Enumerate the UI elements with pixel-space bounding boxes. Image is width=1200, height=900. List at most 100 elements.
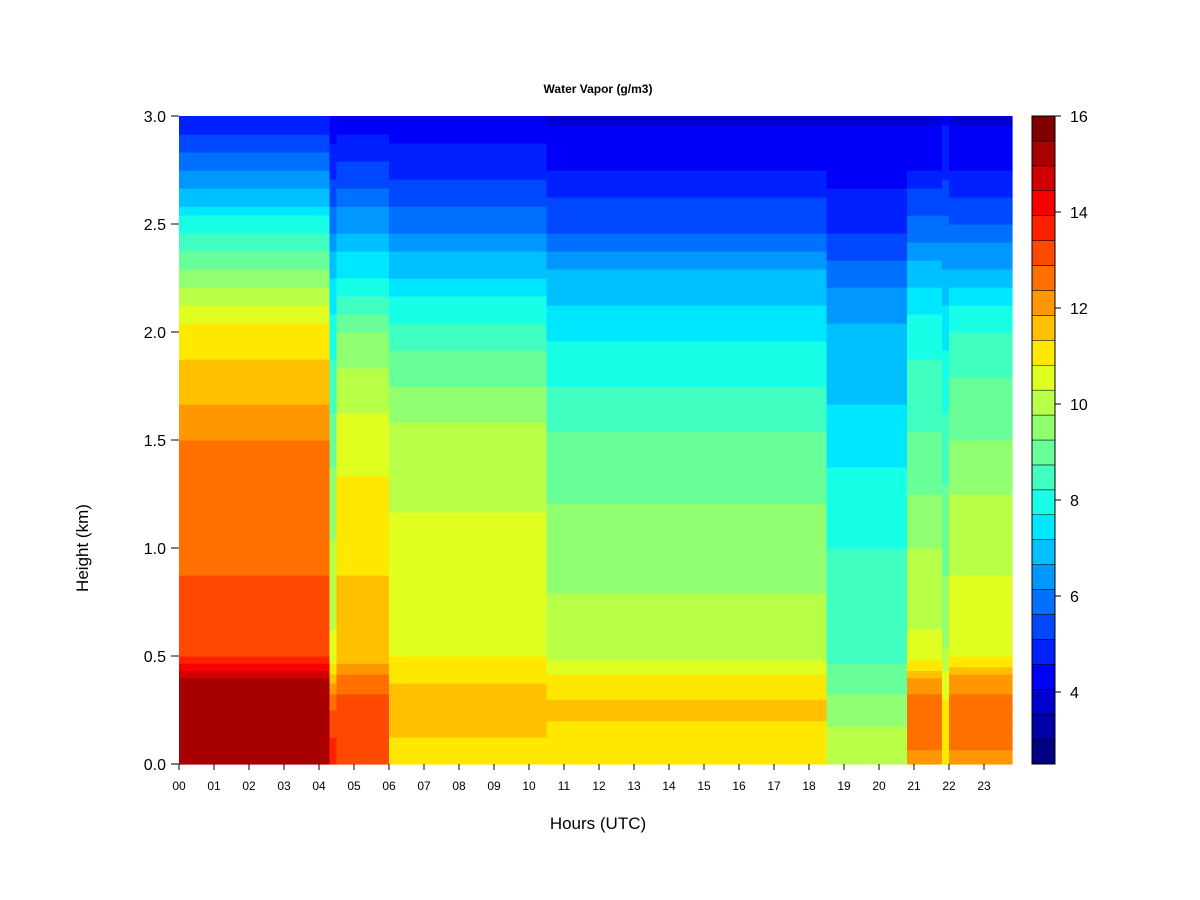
heatmap-cell	[389, 323, 548, 333]
heatmap-cell	[329, 125, 338, 135]
heatmap-cell	[826, 323, 908, 333]
heatmap-cell	[949, 566, 1013, 576]
heatmap-cell	[179, 476, 331, 486]
heatmap-cell	[826, 710, 908, 716]
heatmap-cell	[179, 677, 331, 684]
heatmap-cell	[546, 161, 828, 171]
heatmap-cell	[826, 674, 908, 679]
heatmap-cell	[179, 666, 331, 671]
heatmap-cell	[949, 449, 1013, 459]
heatmap-cell	[329, 756, 338, 761]
heatmap-cell	[942, 674, 950, 679]
heatmap-cell	[907, 197, 943, 207]
heatmap-cell	[907, 656, 943, 661]
x-tick-label: 12	[592, 779, 606, 793]
heatmap-cell	[336, 683, 390, 689]
heatmap-cell	[907, 188, 943, 198]
heatmap-cell	[179, 720, 331, 727]
heatmap-cell	[179, 431, 331, 441]
heatmap-cell	[336, 467, 390, 477]
heatmap-cell	[546, 575, 828, 585]
x-tick-label: 00	[172, 779, 186, 793]
heatmap-cell	[826, 756, 908, 761]
heatmap-cell	[389, 449, 548, 459]
heatmap-cell	[826, 746, 908, 751]
heatmap-cell	[826, 485, 908, 495]
heatmap-cell	[949, 710, 1013, 716]
heatmap-cell	[389, 753, 548, 758]
heatmap-cell	[907, 760, 943, 765]
heatmap-cell	[907, 287, 943, 297]
heatmap-cell	[389, 548, 548, 558]
heatmap-cell	[336, 566, 390, 576]
heatmap-cell	[329, 449, 338, 459]
heatmap-cell	[336, 341, 390, 351]
heatmap-cell	[826, 503, 908, 513]
heatmap-cell	[389, 476, 548, 486]
colorbar-segment	[1031, 514, 1056, 540]
heatmap-cell	[949, 485, 1013, 495]
heatmap-cell	[942, 494, 950, 504]
x-tick-label: 05	[347, 779, 361, 793]
heatmap-cell	[179, 704, 331, 711]
heatmap-cell	[546, 659, 828, 664]
heatmap-cell	[329, 760, 338, 765]
heatmap-cell	[329, 431, 338, 441]
heatmap-cell	[179, 143, 331, 153]
heatmap-cell	[826, 704, 908, 711]
heatmap-cell	[907, 530, 943, 540]
heatmap-cell	[907, 548, 943, 558]
heatmap-cell	[336, 395, 390, 405]
heatmap-cell	[329, 674, 338, 679]
heatmap-cell	[546, 125, 828, 135]
heatmap-cell	[942, 224, 950, 234]
heatmap-cell	[949, 431, 1013, 441]
colorbar-segment	[1031, 439, 1056, 466]
colorbar-tick-label: 4	[1070, 685, 1079, 702]
heatmap-cell	[179, 377, 331, 387]
heatmap-cell	[329, 134, 338, 144]
heatmap-cell	[949, 296, 1013, 306]
heatmap-cell	[826, 233, 908, 243]
heatmap-cell	[949, 688, 1013, 695]
heatmap-cell	[329, 720, 338, 727]
heatmap-cell	[329, 188, 338, 198]
heatmap-cell	[546, 760, 828, 765]
heatmap-cell	[949, 584, 1013, 594]
heatmap-cell	[389, 557, 548, 567]
heatmap-cell	[389, 431, 548, 441]
heatmap-cell	[949, 116, 1013, 126]
heatmap-cell	[949, 726, 1013, 733]
heatmap-cell	[907, 663, 943, 668]
heatmap-cell	[546, 584, 828, 594]
heatmap-cell	[336, 629, 390, 639]
colorbar: 4 6 8 10 12 14 16	[1031, 109, 1088, 765]
heatmap-cell	[949, 742, 1013, 747]
heatmap-cell	[942, 670, 950, 675]
heatmap-cell	[546, 663, 828, 668]
heatmap-cell	[942, 656, 950, 661]
heatmap-cell	[826, 449, 908, 459]
heatmap-cell	[826, 368, 908, 378]
heatmap-cell	[329, 278, 338, 288]
heatmap-cell	[826, 197, 908, 207]
heatmap-cell	[329, 512, 338, 522]
heatmap-cell	[949, 656, 1013, 661]
heatmap-cell	[949, 753, 1013, 758]
heatmap-cell	[179, 753, 331, 758]
heatmap-cell	[907, 666, 943, 671]
heatmap-cell	[826, 422, 908, 432]
x-tick-label: 07	[417, 779, 431, 793]
heatmap-cell	[546, 521, 828, 531]
heatmap-cell	[336, 314, 390, 324]
heatmap-cell	[389, 188, 548, 198]
heatmap-cell	[389, 521, 548, 531]
heatmap-cell	[942, 206, 950, 216]
heatmap-cell	[546, 731, 828, 738]
heatmap-cell	[329, 395, 338, 405]
heatmap-cell	[907, 476, 943, 486]
heatmap-cell	[179, 215, 331, 225]
heatmap-cell	[546, 656, 828, 661]
heatmap-cell	[389, 566, 548, 576]
heatmap-cell	[329, 161, 338, 171]
